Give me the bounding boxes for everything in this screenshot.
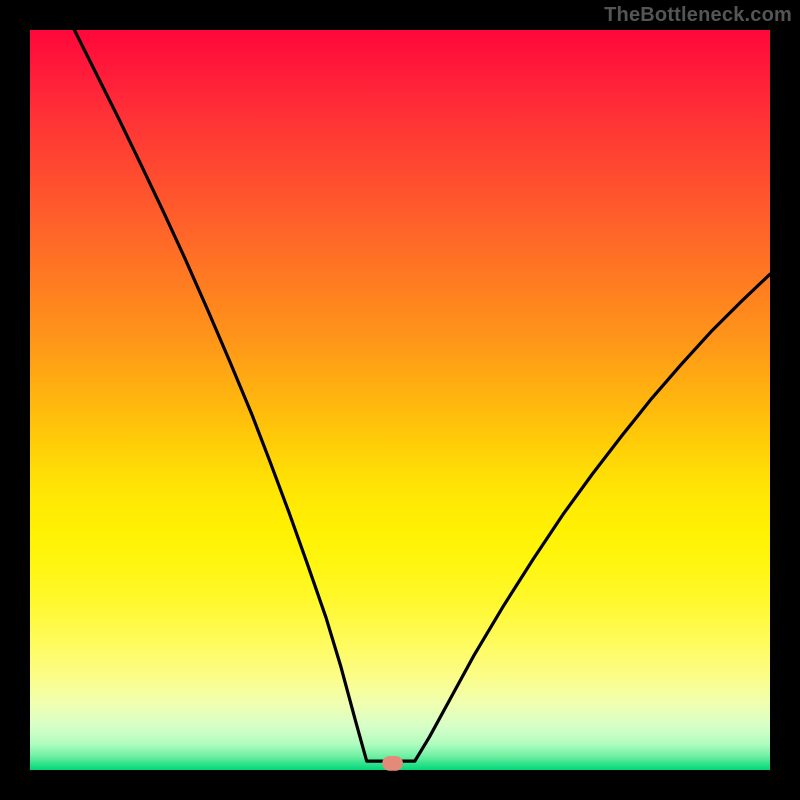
chart-svg [0, 0, 800, 800]
watermark-text: TheBottleneck.com [604, 4, 792, 27]
gradient-background [30, 30, 770, 770]
optimum-marker [382, 756, 403, 771]
chart-root: TheBottleneck.com [0, 0, 800, 800]
